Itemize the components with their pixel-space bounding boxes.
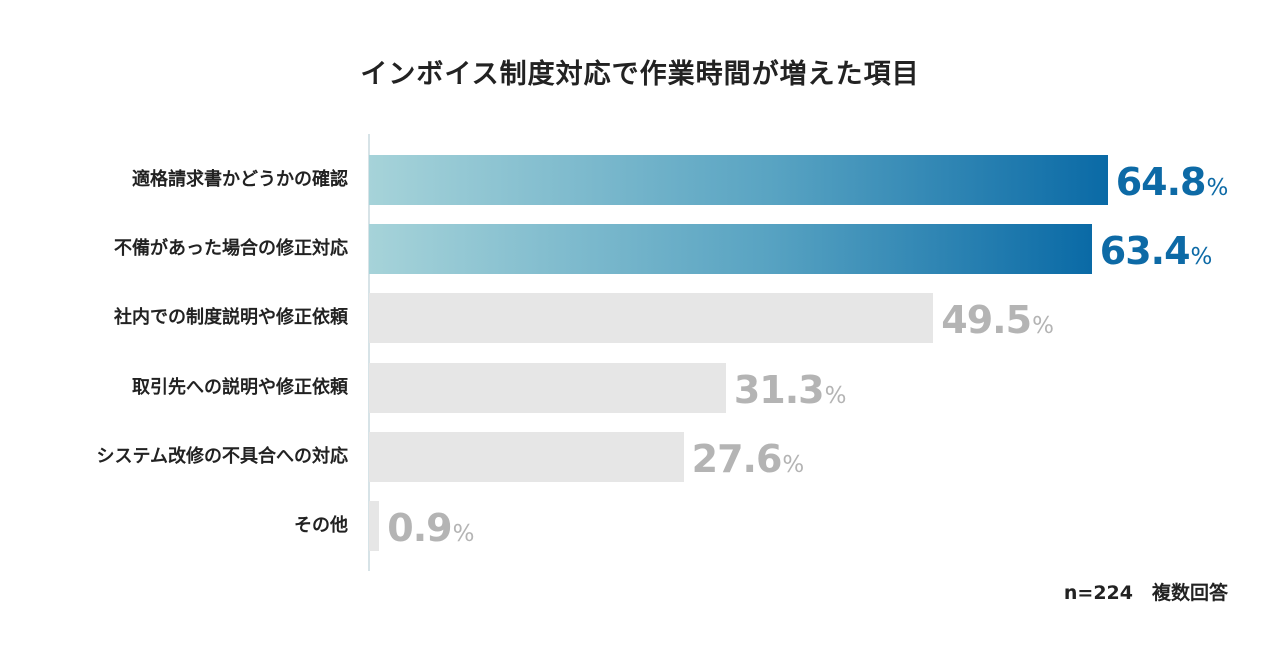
category-label: システム改修の不具合への対応 <box>96 445 348 467</box>
value-label: 0.9% <box>387 501 475 551</box>
category-label: 不備があった場合の修正対応 <box>114 238 348 260</box>
value-label: 63.4% <box>1099 224 1213 274</box>
category-label: その他 <box>294 515 348 536</box>
bar-row: 不備があった場合の修正対応 63.4% <box>0 224 1280 275</box>
bar <box>369 362 726 413</box>
value-number: 31.3 <box>733 367 825 412</box>
bar <box>369 155 1108 205</box>
bar-row: システム改修の不具合への対応 27.6% <box>0 431 1280 482</box>
bar <box>369 293 934 344</box>
value-label: 64.8% <box>1115 155 1229 205</box>
value-unit: % <box>782 451 804 478</box>
value-number: 64.8 <box>1115 160 1207 204</box>
value-label: 49.5% <box>941 293 1054 343</box>
bar <box>369 431 684 482</box>
value-number: 0.9 <box>387 506 452 550</box>
value-label: 27.6% <box>691 432 805 482</box>
bar-row: 取引先への説明や修正依頼 31.3% <box>0 362 1280 413</box>
bar-row: その他 0.9% <box>0 501 1280 551</box>
value-number: 49.5 <box>941 298 1032 343</box>
value-number: 27.6 <box>691 436 783 481</box>
bar-row: 社内での制度説明や修正依頼 49.5% <box>0 293 1280 344</box>
category-label: 社内での制度説明や修正依頼 <box>114 307 348 329</box>
value-unit: % <box>1190 244 1213 271</box>
bar-row: 適格請求書かどうかの確認 64.8% <box>0 155 1280 205</box>
value-unit: % <box>1032 313 1054 340</box>
chart-title: インボイス制度対応で作業時間が増えた項目 <box>360 59 920 90</box>
category-label: 取引先への説明や修正依頼 <box>132 376 348 398</box>
value-unit: % <box>452 521 475 547</box>
value-unit: % <box>824 382 847 409</box>
bar <box>369 224 1092 275</box>
bar <box>369 501 380 551</box>
y-axis-line <box>368 134 370 571</box>
value-unit: % <box>1206 175 1228 201</box>
category-label: 適格請求書かどうかの確認 <box>132 169 348 190</box>
value-label: 31.3% <box>733 363 847 413</box>
value-number: 63.4 <box>1099 229 1191 274</box>
sample-size-note: n=224 複数回答 <box>1063 582 1228 604</box>
